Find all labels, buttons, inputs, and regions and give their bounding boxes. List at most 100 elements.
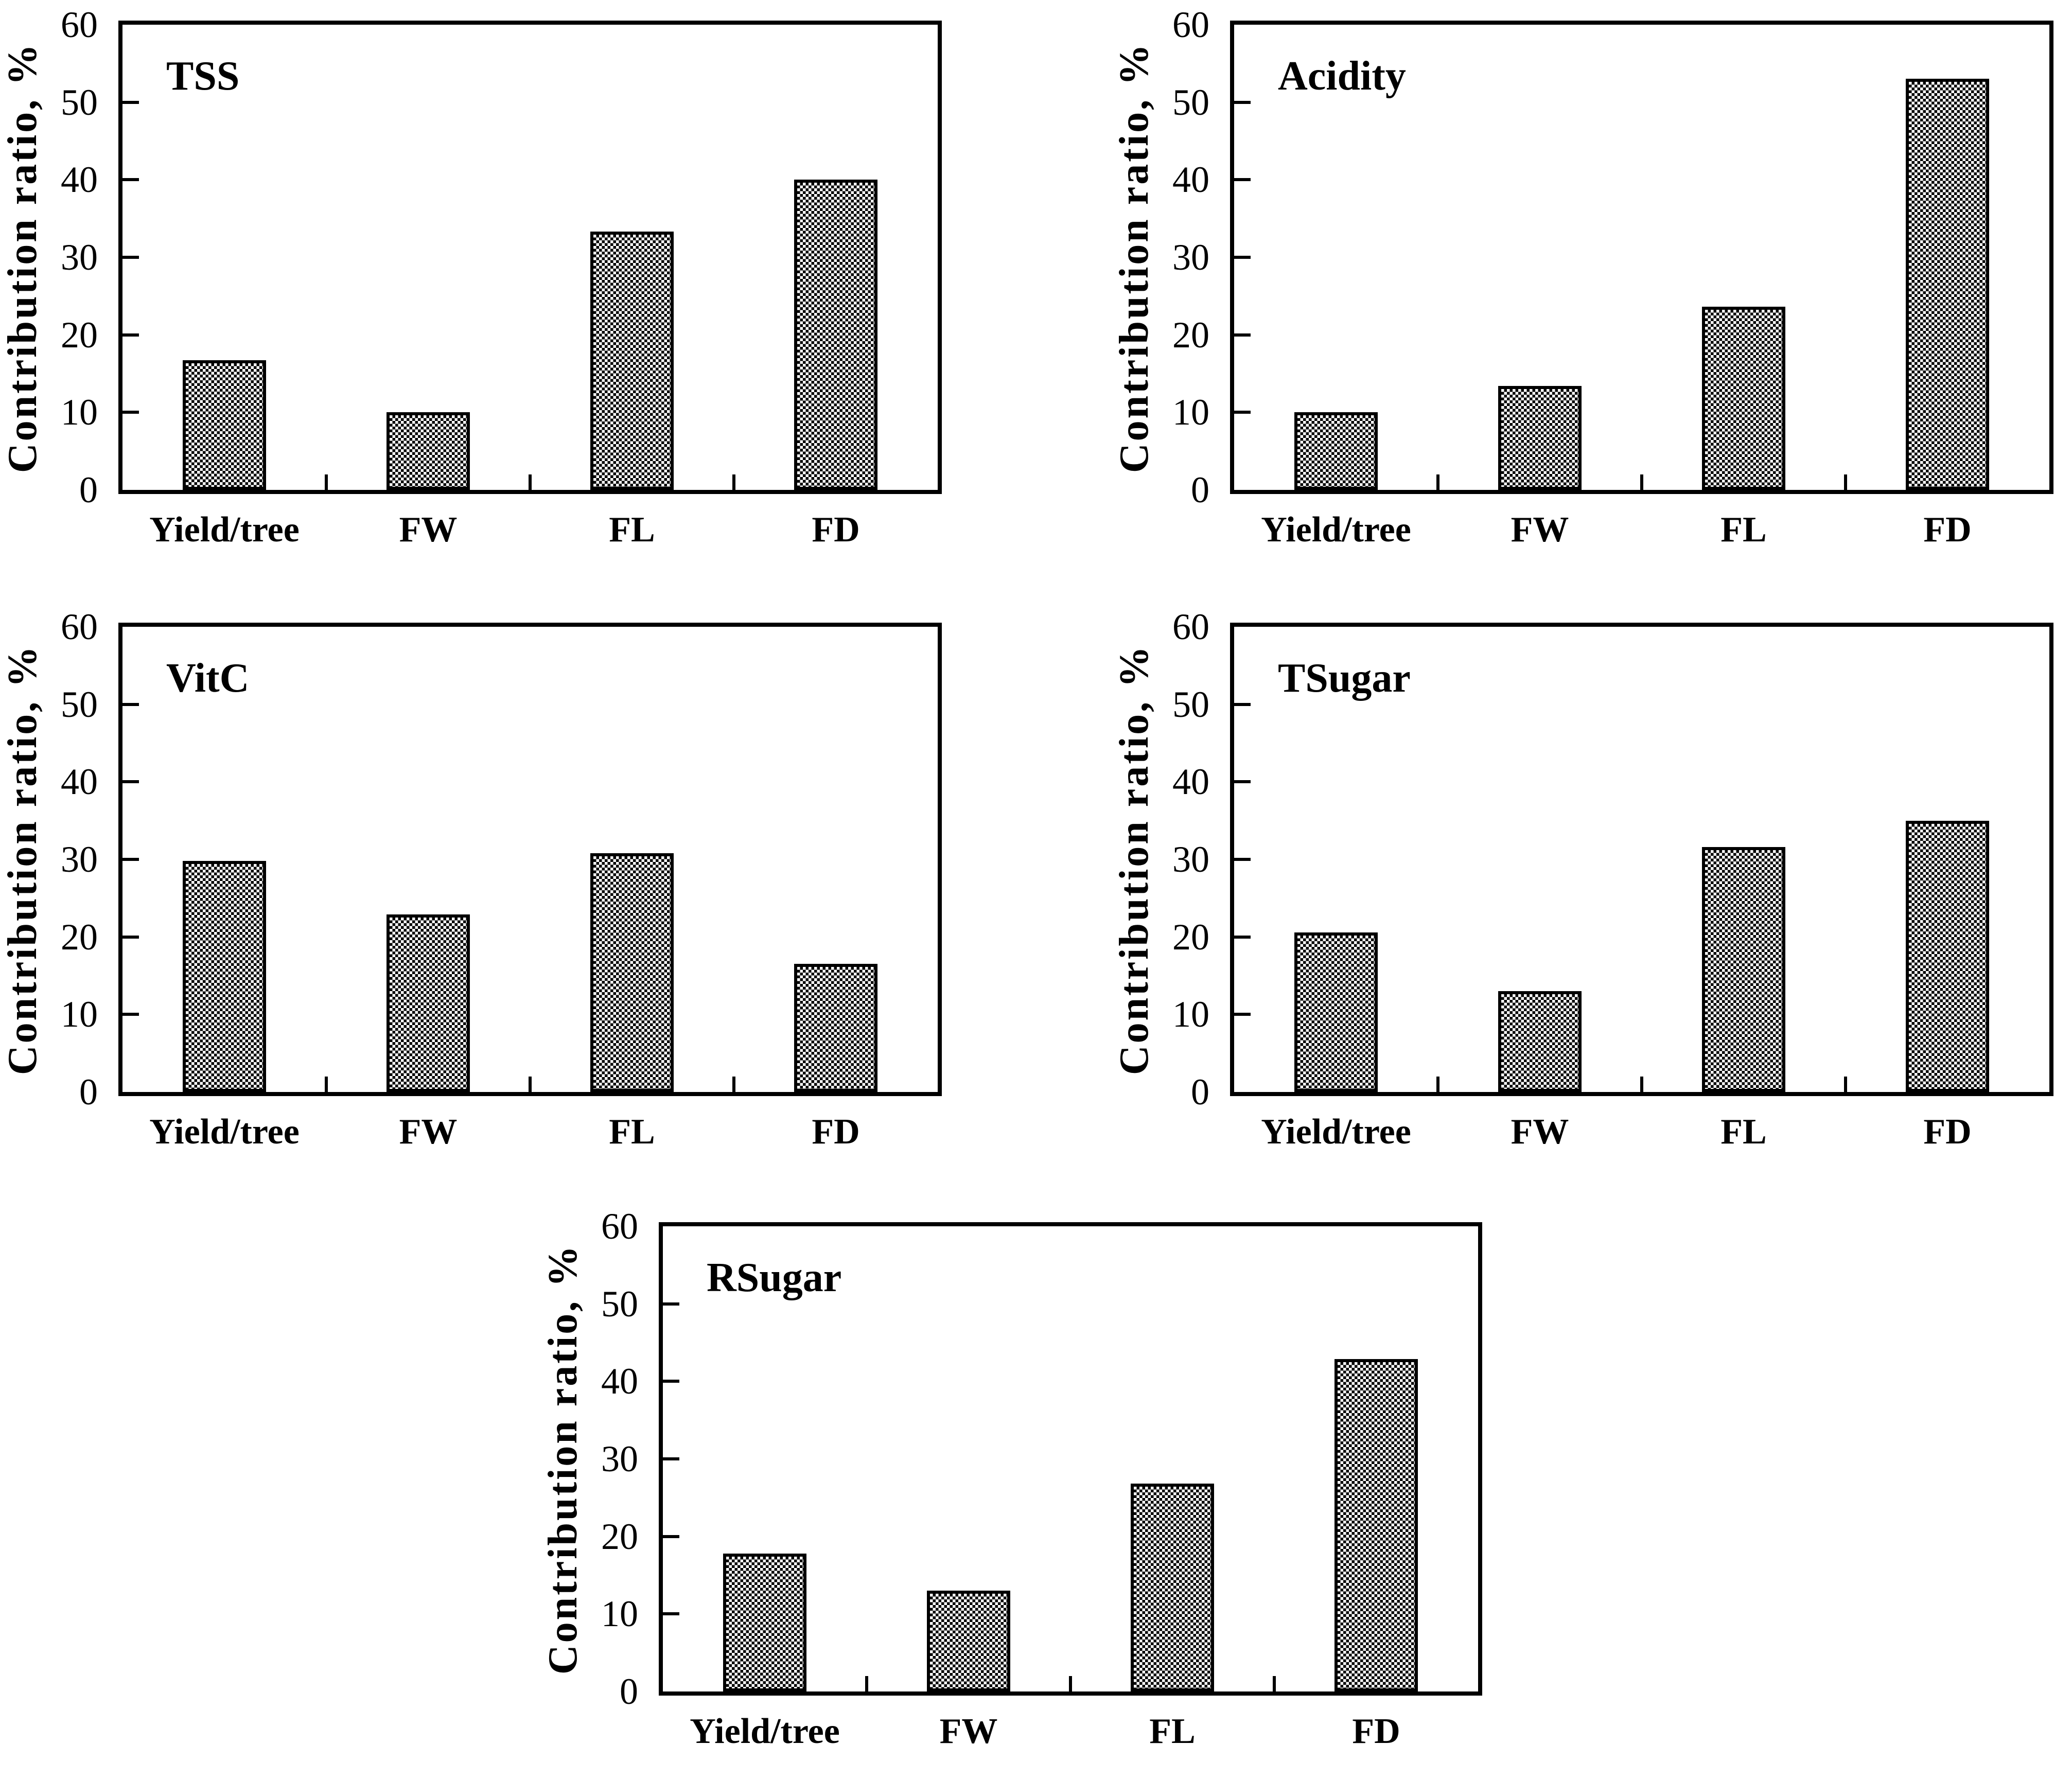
y-tick-mark-acidity-20: [1234, 333, 1251, 337]
bar-tsugar-fw: [1498, 991, 1582, 1092]
y-tick-label-rsugar-60: 60: [601, 1206, 638, 1247]
x-category-label-vitc-fd: FD: [812, 1112, 860, 1152]
y-tick-mark-vitc-20: [122, 936, 139, 939]
x-category-label-tsugar-fw: FW: [1511, 1112, 1569, 1152]
bar-rsugar-yield-tree: [723, 1554, 806, 1691]
x-category-label-vitc-yield-tree: Yield/tree: [149, 1112, 300, 1152]
y-tick-mark-tss-20: [122, 333, 139, 337]
x-tick-mark-tsugar-1: [1436, 1077, 1439, 1092]
y-tick-label-rsugar-20: 20: [601, 1516, 638, 1557]
y-tick-label-vitc-10: 10: [61, 994, 98, 1035]
y-tick-mark-rsugar-50: [663, 1302, 679, 1306]
x-category-label-acidity-yield-tree: Yield/tree: [1261, 510, 1411, 550]
plot-area-tss: TSS: [118, 21, 942, 494]
y-tick-label-rsugar-50: 50: [601, 1283, 638, 1325]
bar-rsugar-fd: [1334, 1359, 1418, 1691]
x-tick-mark-acidity-1: [1436, 474, 1439, 490]
chart-title-vitc: VitC: [166, 656, 250, 701]
bar-tss-fl: [590, 232, 674, 490]
y-tick-label-vitc-60: 60: [61, 606, 98, 647]
x-category-label-acidity-fd: FD: [1923, 510, 1972, 550]
x-category-label-rsugar-fw: FW: [939, 1712, 998, 1751]
chart-title-acidity: Acidity: [1278, 54, 1406, 99]
y-tick-label-tsugar-60: 60: [1172, 606, 1209, 647]
x-category-label-rsugar-fl: FL: [1149, 1712, 1196, 1751]
x-category-label-tsugar-fd: FD: [1923, 1112, 1972, 1152]
y-tick-label-tsugar-0: 0: [1191, 1071, 1209, 1113]
x-tick-mark-tss-2: [529, 474, 532, 490]
y-tick-mark-acidity-50: [1234, 101, 1251, 104]
x-tick-mark-rsugar-2: [1069, 1676, 1072, 1691]
y-tick-label-acidity-0: 0: [1191, 469, 1209, 510]
bar-rsugar-fw: [927, 1591, 1010, 1691]
bar-rsugar-fl: [1131, 1484, 1214, 1691]
plot-area-vitc: VitC: [118, 623, 942, 1096]
y-tick-label-vitc-30: 30: [61, 839, 98, 880]
y-tick-mark-rsugar-20: [663, 1535, 679, 1538]
bar-acidity-fw: [1498, 386, 1582, 490]
bar-acidity-fd: [1906, 79, 1989, 490]
y-tick-label-vitc-0: 0: [79, 1071, 98, 1113]
bar-tsugar-yield-tree: [1294, 932, 1378, 1092]
x-category-label-tss-fd: FD: [812, 510, 860, 550]
y-tick-label-rsugar-30: 30: [601, 1438, 638, 1479]
y-tick-label-tsugar-50: 50: [1172, 684, 1209, 725]
plot-area-rsugar: RSugar: [659, 1222, 1482, 1696]
y-tick-label-tss-50: 50: [61, 82, 98, 123]
bar-tsugar-fl: [1702, 847, 1785, 1092]
y-tick-label-acidity-20: 20: [1172, 314, 1209, 356]
y-tick-label-tsugar-20: 20: [1172, 917, 1209, 958]
bar-tsugar-fd: [1906, 821, 1989, 1092]
chart-title-tss: TSS: [166, 54, 240, 99]
y-tick-label-acidity-60: 60: [1172, 4, 1209, 45]
x-category-label-tss-fw: FW: [399, 510, 458, 550]
x-category-label-acidity-fw: FW: [1511, 510, 1569, 550]
x-tick-mark-vitc-2: [529, 1077, 532, 1092]
y-tick-mark-rsugar-30: [663, 1457, 679, 1460]
y-tick-mark-rsugar-40: [663, 1380, 679, 1383]
y-tick-mark-tss-30: [122, 256, 139, 259]
y-tick-mark-tsugar-10: [1234, 1013, 1251, 1016]
bar-vitc-fw: [387, 914, 470, 1092]
plot-area-acidity: Acidity: [1230, 21, 2053, 494]
y-tick-mark-rsugar-10: [663, 1612, 679, 1615]
y-tick-label-rsugar-40: 40: [601, 1361, 638, 1402]
y-tick-mark-tsugar-40: [1234, 780, 1251, 783]
x-category-label-vitc-fl: FL: [609, 1112, 655, 1152]
x-category-label-vitc-fw: FW: [399, 1112, 458, 1152]
y-tick-label-rsugar-0: 0: [620, 1671, 638, 1712]
x-category-label-rsugar-yield-tree: Yield/tree: [690, 1712, 840, 1751]
y-tick-label-acidity-30: 30: [1172, 237, 1209, 278]
y-tick-mark-tsugar-30: [1234, 858, 1251, 861]
y-tick-label-tsugar-10: 10: [1172, 994, 1209, 1035]
bar-tss-yield-tree: [183, 360, 266, 490]
bar-vitc-yield-tree: [183, 861, 266, 1092]
y-tick-label-tss-30: 30: [61, 237, 98, 278]
y-tick-label-tss-40: 40: [61, 159, 98, 200]
y-tick-label-vitc-20: 20: [61, 917, 98, 958]
plot-area-tsugar: TSugar: [1230, 623, 2053, 1096]
chart-title-tsugar: TSugar: [1278, 656, 1411, 701]
y-axis-label-wrap-rsugar: Contribution ratio, %: [540, 1222, 587, 1696]
x-tick-mark-tss-3: [732, 474, 735, 490]
y-tick-mark-vitc-30: [122, 858, 139, 861]
bar-acidity-yield-tree: [1294, 412, 1378, 490]
y-axis-label-tss: Contribution ratio, %: [0, 42, 46, 473]
x-tick-mark-tsugar-3: [1844, 1077, 1847, 1092]
y-tick-label-tsugar-30: 30: [1172, 839, 1209, 880]
x-category-label-tss-fl: FL: [609, 510, 655, 550]
y-tick-mark-tss-50: [122, 101, 139, 104]
y-axis-label-wrap-acidity: Contribution ratio, %: [1112, 21, 1158, 494]
y-tick-mark-tss-10: [122, 411, 139, 414]
x-category-label-tsugar-fl: FL: [1720, 1112, 1767, 1152]
x-tick-mark-tsugar-2: [1640, 1077, 1643, 1092]
y-tick-label-rsugar-10: 10: [601, 1593, 638, 1634]
bar-tss-fw: [387, 412, 470, 490]
y-tick-label-tss-20: 20: [61, 314, 98, 356]
y-tick-mark-vitc-10: [122, 1013, 139, 1016]
